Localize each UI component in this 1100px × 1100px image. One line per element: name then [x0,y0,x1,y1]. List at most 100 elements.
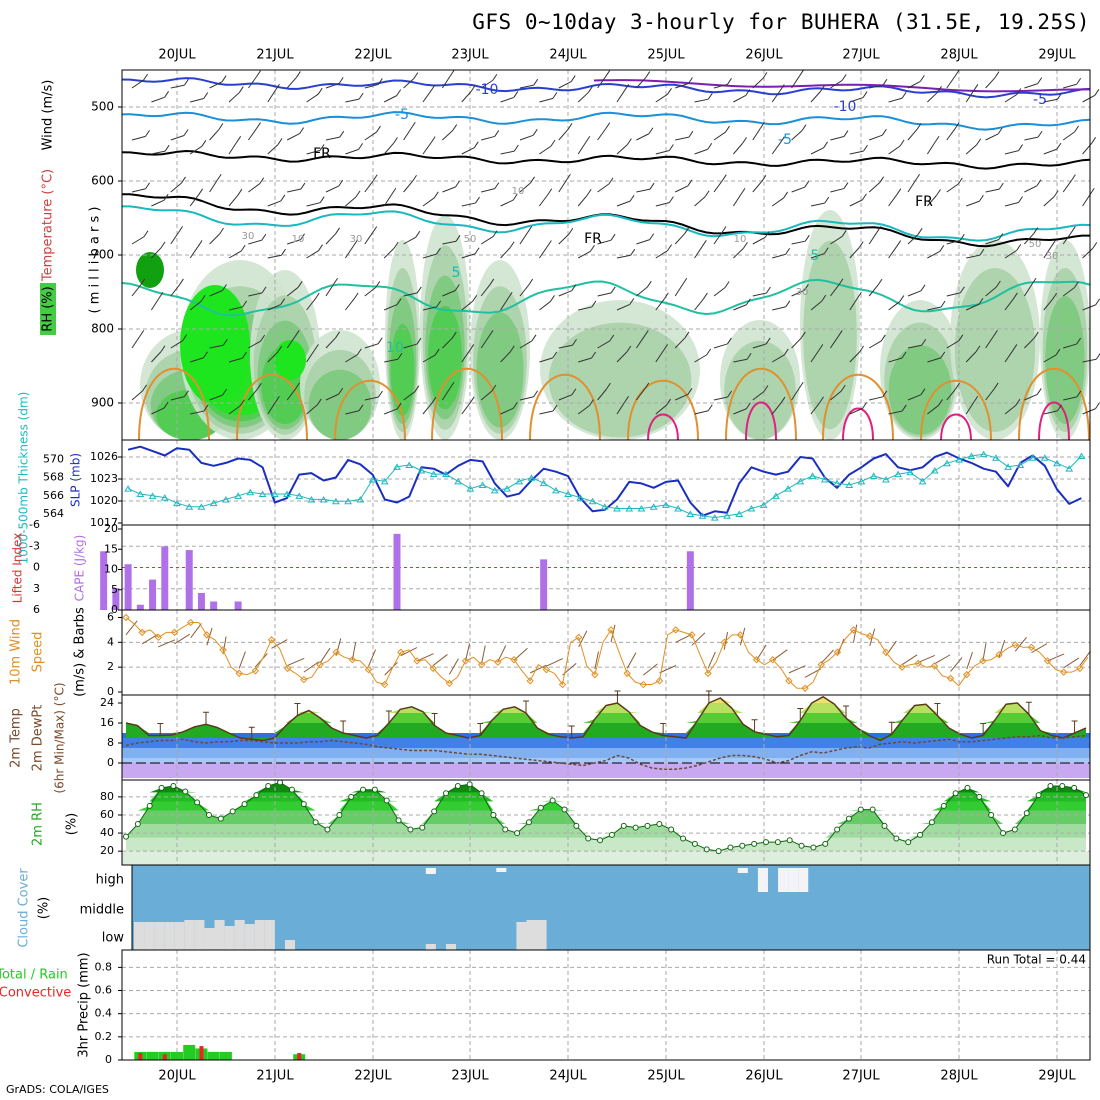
wind-barb-flag [299,127,305,134]
wind-barb [1062,232,1072,245]
wind-barb [344,246,354,259]
wind-barb-flag [335,331,341,339]
wind-barb [810,402,820,415]
wind-barb-flag [416,286,422,294]
contour-label: 5 [811,248,820,264]
rh-2m-point [371,786,378,793]
wind-barb-flag [358,404,364,411]
cape-tick-label: 20 [104,522,118,535]
wind-barb [597,388,607,401]
wind-barb-flag [335,227,340,235]
lifted-index-tick-label: 0 [33,561,40,574]
wind-speed-point [769,656,777,664]
wind-barb [1063,396,1077,401]
wind-barb [597,183,610,193]
wind-speed-point [348,656,357,664]
wind-barb-flag [200,294,206,302]
wind-barb [131,236,145,245]
wind-barb [830,188,845,193]
temp-tick-label: 0 [107,756,114,769]
wind-barb [694,410,709,415]
wind-speed-point [364,665,373,674]
wind-barb [286,336,296,349]
wind-barb [325,136,340,141]
cloud-high-bar [737,868,748,873]
wind-barb-flag [143,73,148,81]
rh-2m-point [288,786,295,793]
wind-barb-flag [626,138,632,145]
thickness-point [319,495,328,503]
wind-barb-10m [707,651,716,669]
contour-label: 30 [350,234,363,245]
wind-barb [674,283,684,297]
wind-barb [675,136,690,141]
date-label-top: 27JUL [842,48,880,63]
wind-barb-flag [277,138,283,145]
wind-barb-flag [881,128,887,136]
rh-2m-point [774,839,781,846]
wind-barb [868,182,880,193]
rh-2m-point [443,790,449,797]
wind-barb [442,240,457,245]
cloud-background [132,865,1090,950]
wind-barb-flag [726,337,732,345]
wind-barb [907,233,919,245]
wind-barb-flag [804,234,810,242]
rh-2m-point [1035,792,1042,799]
contour-label: -5 [1033,92,1047,108]
thickness-point [820,476,829,483]
wind-barb [306,404,318,415]
thickness-point [918,477,927,485]
thickness-point [222,495,230,503]
wind-barb [286,388,296,401]
wind-barb-flag [375,281,381,288]
wind-speed-point [752,656,761,664]
wind-barb [480,284,491,297]
axis-label-wind-units: (m/s) & Barbs [73,607,88,697]
thickness-point [429,470,438,478]
wind-barb-flag [803,284,809,291]
wind-barb-flag [256,70,261,77]
cloud-low-bar [536,920,547,950]
wind-barb [1024,233,1035,245]
wind-barb [927,91,938,103]
temp-tick-label: 16 [100,716,114,729]
wind-barb-flag [546,240,552,247]
wind-barb-flag [1016,244,1022,251]
wind-barb-10m [481,645,486,664]
cloud-panel [131,864,1091,951]
wind-barb-flag [882,78,888,86]
wind-barb [771,354,785,363]
slp-tick-label: 1017 [90,516,118,529]
rh-2m-point [525,819,532,826]
wind-barb-flag [372,226,378,233]
wind-barb [1004,94,1018,103]
wind-barb-flag [843,182,849,189]
wind-barb [636,388,646,401]
cloud-low-bar [264,920,275,950]
wind-barb-flag [919,75,925,82]
wind-barb [771,142,781,155]
wind-barb-flag [978,297,984,305]
wind-barb [927,405,939,415]
thickness-point [209,499,218,507]
wind-barb [461,253,476,259]
date-label-bottom: 21JUL [256,1069,294,1084]
cloud-low-bar [164,922,175,950]
wind-barb-flag [142,384,148,392]
wind-barb [286,77,297,89]
wind-barb [500,96,514,103]
wind-barb [461,147,475,155]
wind-barb [267,89,276,103]
cloud-low-bar [194,920,205,950]
precip-total-bar [207,1051,220,1060]
rh-tick-label: 80 [100,790,114,803]
wind-barb [422,306,437,311]
thickness-point [307,495,316,503]
wind-barb-flag [494,130,500,137]
wind-barb-flag [721,226,727,233]
wind-barb [228,250,242,259]
wind-barb [752,236,766,245]
rh-2m-point [620,822,627,829]
rh-2m-point [810,844,817,851]
